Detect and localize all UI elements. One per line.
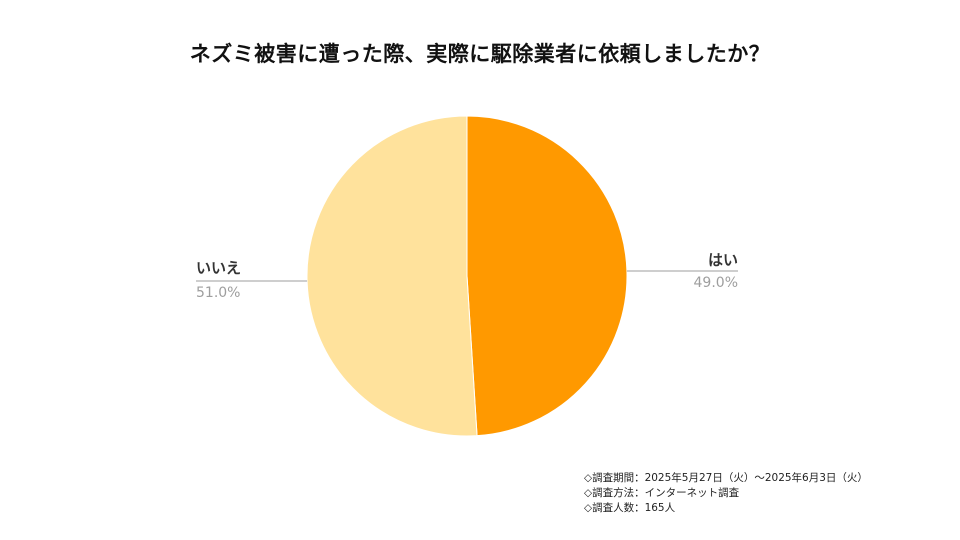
slice-value-hai: 49.0%	[694, 275, 738, 291]
chart-title: ネズミ被害に遭った際、実際に駆除業者に依頼しましたか？	[189, 42, 771, 66]
survey-notes: ◇調査期間：2025年5月27日（火）〜2025年6月3日（火） ◇調査方法：イ…	[584, 471, 868, 516]
pie-slice-iie	[306, 115, 478, 437]
slice-label-iie: いいえ	[196, 259, 241, 277]
survey-method: ◇調査方法：インターネット調査	[584, 487, 740, 499]
survey-period: ◇調査期間：2025年5月27日（火）〜2025年6月3日（火）	[584, 472, 868, 484]
pie-slices	[306, 115, 628, 437]
slice-value-iie: 51.0%	[196, 285, 240, 301]
pie-slice-hai	[466, 115, 628, 437]
slice-label-hai: はい	[708, 251, 738, 269]
survey-sample-size: ◇調査人数：165人	[584, 502, 676, 514]
leader-lines	[196, 270, 738, 282]
